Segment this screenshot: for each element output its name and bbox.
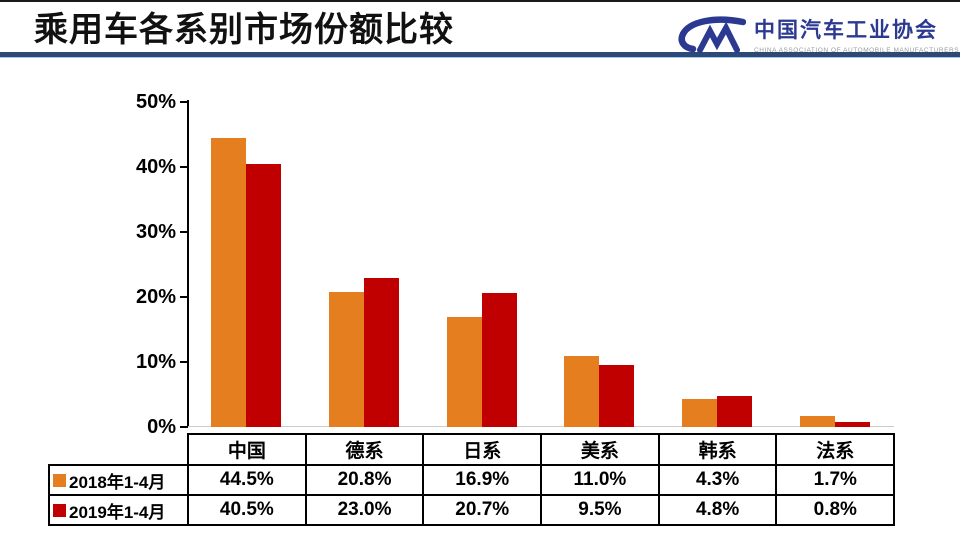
column-header-韩系: 韩系 — [657, 433, 778, 466]
value-cell-2019年1-4月-德系: 23.0% — [304, 494, 425, 526]
bar-2018年1-4月-法系 — [800, 416, 836, 427]
header-divider — [0, 52, 960, 57]
cam-logo-icon — [676, 14, 746, 54]
value-cell-2019年1-4月-韩系: 4.8% — [657, 494, 778, 526]
value-cell-2019年1-4月-法系: 0.8% — [775, 494, 896, 526]
value-cell-2018年1-4月-中国: 44.5% — [187, 464, 307, 496]
y-tick-mark — [180, 361, 188, 363]
y-tick-mark — [180, 101, 188, 103]
value-cell-2018年1-4月-日系: 16.9% — [422, 464, 543, 496]
y-tick-label-0%: 0% — [147, 416, 176, 438]
bar-2019年1-4月-日系 — [481, 292, 517, 427]
y-tick-mark — [180, 166, 188, 168]
value-cell-2018年1-4月-德系: 20.8% — [304, 464, 425, 496]
bar-2019年1-4月-中国 — [245, 163, 281, 427]
bar-2018年1-4月-日系 — [446, 317, 482, 427]
bar-2018年1-4月-中国 — [210, 137, 246, 427]
value-cell-2018年1-4月-韩系: 4.3% — [657, 464, 778, 496]
plot-area — [187, 102, 894, 427]
bar-2019年1-4月-法系 — [835, 421, 871, 427]
column-header-中国: 中国 — [187, 433, 307, 466]
bar-2019年1-4月-德系 — [363, 277, 399, 427]
cam-logo: 中国汽车工业协会 CHINA ASSOCIATION OF AUTOMOBILE… — [676, 14, 959, 54]
page-title: 乘用车各系别市场份额比较 — [34, 11, 454, 49]
y-tick-label-40%: 40% — [135, 156, 176, 178]
legend-label: 2018年1-4月 — [69, 472, 166, 492]
value-cell-2019年1-4月-中国: 40.5% — [187, 494, 307, 526]
value-cell-2018年1-4月-法系: 1.7% — [775, 464, 896, 496]
column-header-德系: 德系 — [304, 433, 425, 466]
column-header-美系: 美系 — [540, 433, 660, 466]
header-divider-highlight — [0, 57, 960, 58]
bar-2018年1-4月-德系 — [328, 291, 364, 427]
value-cell-2019年1-4月-日系: 20.7% — [422, 494, 543, 526]
bar-2019年1-4月-韩系 — [717, 395, 753, 427]
table-corner-blank — [49, 434, 189, 466]
legend-cell-2018年1-4月: 2018年1-4月 — [48, 464, 189, 496]
value-cell-2019年1-4月-美系: 9.5% — [540, 494, 660, 526]
y-tick-mark — [180, 296, 188, 298]
y-tick-label-50%: 50% — [135, 91, 176, 113]
legend-marker-icon — [53, 473, 66, 487]
bar-2019年1-4月-美系 — [599, 365, 635, 427]
x-axis-baseline — [187, 426, 894, 427]
data-table: 中国 德系 日系 美系 韩系 法系 2018年1-4月 44.5% 20.8% 16.9% 11.0… — [48, 433, 896, 526]
legend-cell-2019年1-4月: 2019年1-4月 — [48, 494, 189, 526]
column-header-日系: 日系 — [422, 433, 543, 466]
y-tick-mark — [180, 231, 188, 233]
cam-logo-text: 中国汽车工业协会 CHINA ASSOCIATION OF AUTOMOBILE… — [754, 14, 959, 54]
bar-2018年1-4月-韩系 — [682, 399, 718, 427]
legend-marker-icon — [53, 503, 66, 517]
column-header-法系: 法系 — [775, 433, 896, 466]
y-tick-label-10%: 10% — [135, 351, 176, 373]
value-cell-2018年1-4月-美系: 11.0% — [540, 464, 660, 496]
cam-logo-english-name: CHINA ASSOCIATION OF AUTOMOBILE MANUFACT… — [754, 47, 960, 54]
y-axis-line — [187, 100, 189, 427]
y-tick-mark — [180, 426, 188, 428]
y-tick-label-30%: 30% — [135, 221, 176, 243]
y-tick-label-20%: 20% — [135, 286, 176, 308]
legend-label: 2019年1-4月 — [69, 502, 166, 522]
cam-logo-chinese-name: 中国汽车工业协会 — [754, 19, 938, 42]
bar-2018年1-4月-美系 — [564, 355, 600, 427]
